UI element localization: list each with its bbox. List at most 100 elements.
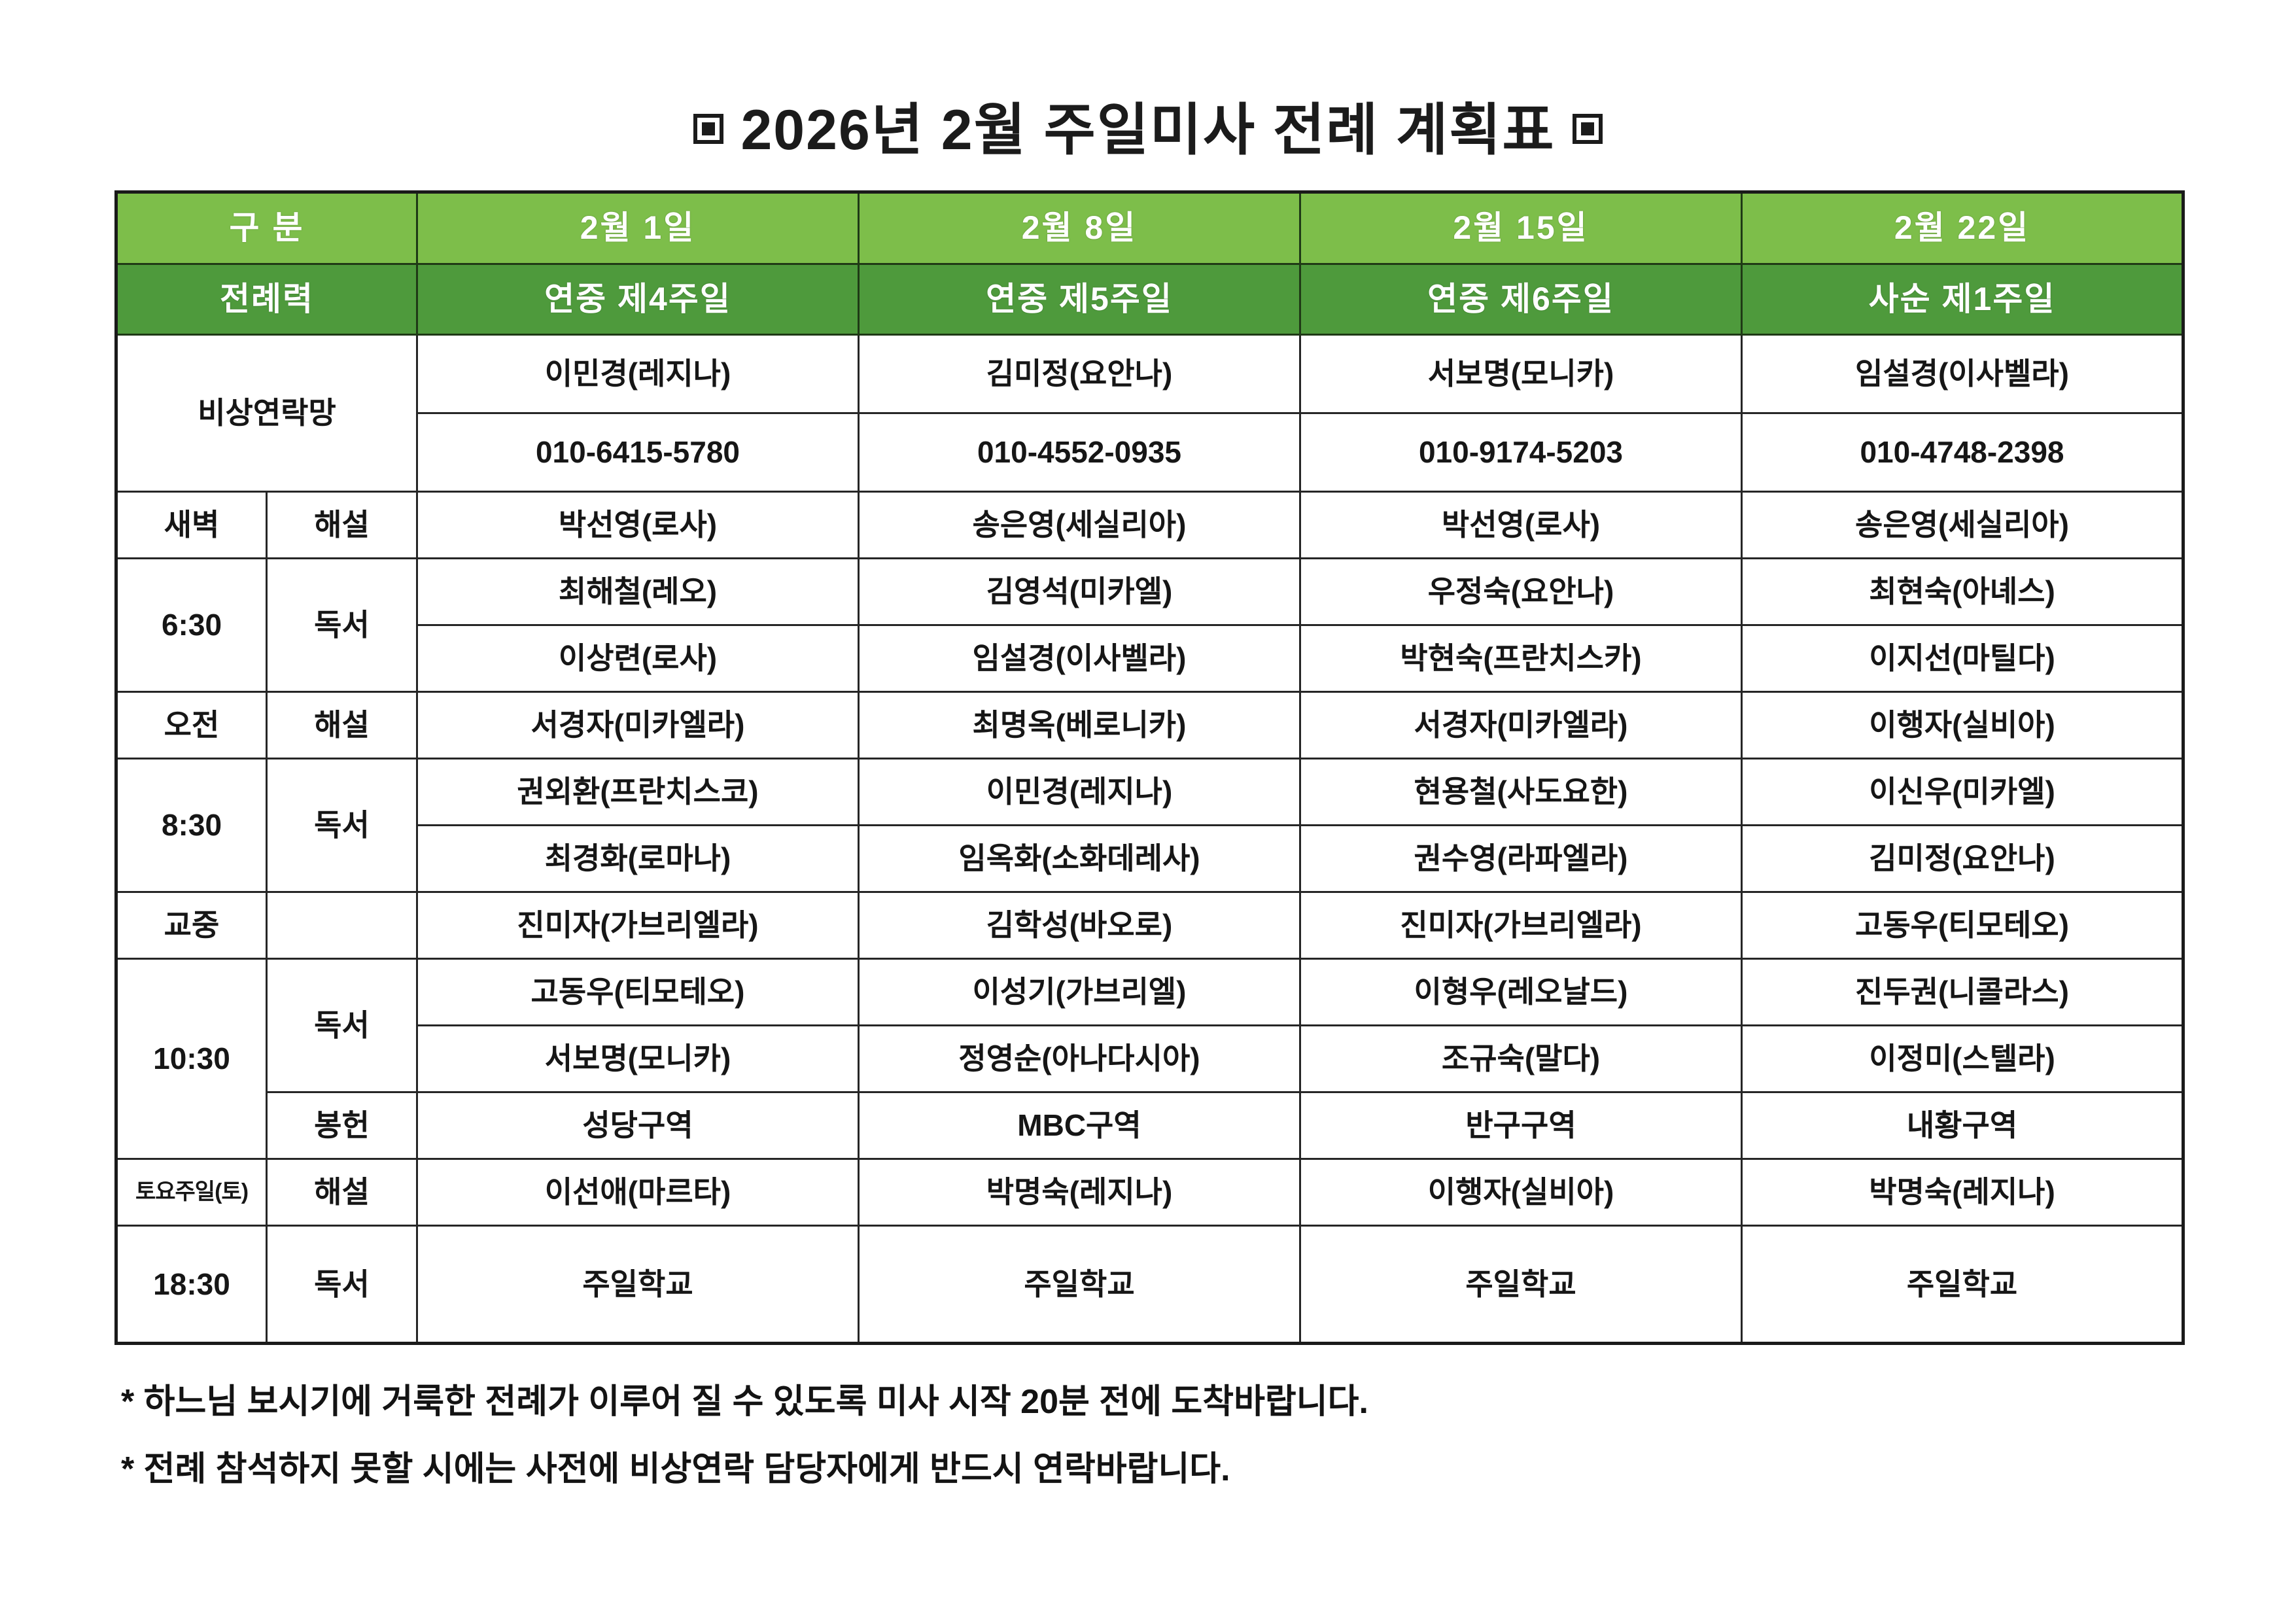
header-liturgical-3: 연중 제6주일 bbox=[1299, 263, 1743, 336]
cell-value: 조규숙(말다) bbox=[1299, 1024, 1743, 1093]
cell-value: 정영순(아나다시아) bbox=[858, 1024, 1301, 1093]
page-title-text: 2026년 2월 주일미사 전례 계획표 bbox=[740, 99, 1556, 162]
emergency-name-3: 서보명(모니카) bbox=[1299, 334, 1743, 414]
liturgy-schedule-table: 구 분 2월 1일 2월 8일 2월 15일 2월 22일 전례력 연중 제4주… bbox=[114, 190, 2185, 1345]
cell-value: MBC구역 bbox=[858, 1091, 1301, 1160]
role-label-reading: 독서 bbox=[266, 758, 418, 893]
table-row: 새벽 해설 박선영(로사) 송은영(세실리아) 박선영(로사) 송은영(세실리아… bbox=[115, 491, 2184, 559]
emergency-name-4: 임설경(이사벨라) bbox=[1741, 334, 2184, 414]
page-title: 2026년 2월 주일미사 전례 계획표 bbox=[676, 84, 1619, 166]
cell-value: 이정미(스텔라) bbox=[1741, 1024, 2184, 1093]
header-liturgical-1: 연중 제4주일 bbox=[416, 263, 860, 336]
role-label-commentary: 해설 bbox=[266, 691, 418, 759]
cell-value: 권수영(라파엘라) bbox=[1299, 824, 1743, 893]
page-title-area: 2026년 2월 주일미사 전례 계획표 bbox=[0, 0, 2296, 190]
time-label-dawn: 새벽 bbox=[115, 491, 268, 559]
cell-value: 성당구역 bbox=[416, 1091, 860, 1160]
square-marker-left-icon bbox=[693, 114, 724, 144]
cell-value: 반구구역 bbox=[1299, 1091, 1743, 1160]
cell-value: 박현숙(프란치스카) bbox=[1299, 624, 1743, 693]
role-label-reading: 독서 bbox=[266, 557, 418, 693]
cell-value: 이민경(레지나) bbox=[858, 758, 1301, 826]
table-row: 봉헌 성당구역 MBC구역 반구구역 내황구역 bbox=[116, 1091, 2184, 1160]
time-label-0830: 8:30 bbox=[115, 758, 268, 893]
cell-value: 주일학교 bbox=[858, 1225, 1301, 1344]
table-row: 이상련(로사) 임설경(이사벨라) 박현숙(프란치스카) 이지선(마틸다) bbox=[116, 624, 2184, 693]
cell-value: 우정숙(요안나) bbox=[1299, 557, 1743, 626]
cell-value: 김학성(바오로) bbox=[858, 891, 1301, 960]
time-label-main-mass: 교중 bbox=[115, 891, 268, 960]
square-marker-right-icon bbox=[1572, 114, 1603, 144]
note-absence-contact: * 전례 참석하지 못할 시에는 사전에 비상연락 담당자에게 반드시 연락바랍… bbox=[121, 1450, 1230, 1488]
cell-value: 박명숙(레지나) bbox=[1741, 1158, 2184, 1227]
cell-value: 내황구역 bbox=[1741, 1091, 2184, 1160]
table-row: 교중 진미자(가브리엘라) 김학성(바오로) 진미자(가브리엘라) 고동우(티모… bbox=[115, 891, 2184, 960]
table-row: 최경화(로마나) 임옥화(소화데레사) 권수영(라파엘라) 김미정(요안나) bbox=[116, 824, 2184, 893]
cell-value: 이성기(가브리엘) bbox=[858, 958, 1301, 1026]
emergency-phone-1: 010-6415-5780 bbox=[416, 412, 860, 493]
header-date-1: 2월 1일 bbox=[416, 191, 860, 265]
cell-value: 송은영(세실리아) bbox=[858, 491, 1301, 559]
role-label-empty bbox=[266, 891, 418, 960]
cell-value: 권외환(프란치스코) bbox=[416, 758, 860, 826]
emergency-phone-2: 010-4552-0935 bbox=[858, 412, 1301, 493]
time-label-saturday: 토요주일(토) bbox=[115, 1158, 268, 1227]
header-division: 구 분 bbox=[115, 191, 418, 265]
cell-value: 주일학교 bbox=[1299, 1225, 1743, 1344]
cell-value: 이상련(로사) bbox=[416, 624, 860, 693]
cell-value: 서경자(미카엘라) bbox=[416, 691, 860, 759]
note-arrival-time: * 하느님 보시기에 거룩한 전례가 이루어 질 수 있도록 미사 시작 20분… bbox=[121, 1383, 1368, 1421]
table-row: 오전 해설 서경자(미카엘라) 최명옥(베로니카) 서경자(미카엘라) 이행자(… bbox=[115, 691, 2184, 759]
cell-value: 진미자(가브리엘라) bbox=[416, 891, 860, 960]
cell-value: 서보명(모니카) bbox=[416, 1024, 860, 1093]
emergency-name-2: 김미정(요안나) bbox=[858, 334, 1301, 414]
cell-value: 송은영(세실리아) bbox=[1741, 491, 2184, 559]
cell-value: 이선애(마르타) bbox=[416, 1158, 860, 1227]
role-label-reading: 독서 bbox=[266, 1225, 418, 1344]
cell-value: 이지선(마틸다) bbox=[1741, 624, 2184, 693]
time-label-1030: 10:30 bbox=[115, 958, 268, 1160]
table-row: 10:30 독서 고동우(티모테오) 이성기(가브리엘) 이형우(레오날드) 진… bbox=[115, 958, 2184, 1160]
table-row: 18:30 독서 주일학교 주일학교 주일학교 주일학교 bbox=[115, 1225, 2184, 1344]
cell-value: 박선영(로사) bbox=[416, 491, 860, 559]
emergency-name-1: 이민경(레지나) bbox=[416, 334, 860, 414]
header-date-2: 2월 8일 bbox=[858, 191, 1301, 265]
header-liturgical-4: 사순 제1주일 bbox=[1741, 263, 2184, 336]
cell-value: 최경화(로마나) bbox=[416, 824, 860, 893]
role-label-commentary: 해설 bbox=[266, 1158, 418, 1227]
cell-value: 이행자(실비아) bbox=[1299, 1158, 1743, 1227]
footer-notes: * 하느님 보시기에 거룩한 전례가 이루어 질 수 있도록 미사 시작 20분… bbox=[114, 1345, 2182, 1499]
header-liturgical-2: 연중 제5주일 bbox=[858, 263, 1301, 336]
header-date-3: 2월 15일 bbox=[1299, 191, 1743, 265]
time-label-morning: 오전 bbox=[115, 691, 268, 759]
cell-value: 박명숙(레지나) bbox=[858, 1158, 1301, 1227]
table-row: 6:30 독서 최해철(레오) 김영석(미카엘) 우정숙(요안나) 최현숙(아녜… bbox=[115, 557, 2184, 693]
cell-value: 주일학교 bbox=[1741, 1225, 2184, 1344]
table-row: 서보명(모니카) 정영순(아나다시아) 조규숙(말다) 이정미(스텔라) bbox=[116, 1024, 2184, 1093]
cell-value: 김영석(미카엘) bbox=[858, 557, 1301, 626]
cell-value: 박선영(로사) bbox=[1299, 491, 1743, 559]
table-row-emergency-names: 비상연락망 이민경(레지나) 김미정(요안나) 서보명(모니카) 임설경(이사벨… bbox=[115, 334, 2184, 493]
cell-value: 임설경(이사벨라) bbox=[858, 624, 1301, 693]
cell-value: 진두권(니콜라스) bbox=[1741, 958, 2184, 1026]
header-liturgical-label: 전례력 bbox=[115, 263, 418, 336]
table-row: 토요주일(토) 해설 이선애(마르타) 박명숙(레지나) 이행자(실비아) 박명… bbox=[115, 1158, 2184, 1227]
cell-value: 임옥화(소화데레사) bbox=[858, 824, 1301, 893]
time-label-0630: 6:30 bbox=[115, 557, 268, 693]
table-row: 8:30 독서 권외환(프란치스코) 이민경(레지나) 현용철(사도요한) 이신… bbox=[115, 758, 2184, 893]
header-date-4: 2월 22일 bbox=[1741, 191, 2184, 265]
cell-value: 김미정(요안나) bbox=[1741, 824, 2184, 893]
cell-value: 최명옥(베로니카) bbox=[858, 691, 1301, 759]
cell-value: 주일학교 bbox=[416, 1225, 860, 1344]
emergency-phone-3: 010-9174-5203 bbox=[1299, 412, 1743, 493]
cell-value: 최현숙(아녜스) bbox=[1741, 557, 2184, 626]
cell-value: 진미자(가브리엘라) bbox=[1299, 891, 1743, 960]
cell-value: 현용철(사도요한) bbox=[1299, 758, 1743, 826]
role-label-reading: 독서 bbox=[266, 958, 418, 1093]
cell-value: 이행자(실비아) bbox=[1741, 691, 2184, 759]
table-header-liturgical-calendar: 전례력 연중 제4주일 연중 제5주일 연중 제6주일 사순 제1주일 bbox=[115, 263, 2184, 336]
role-label-offering: 봉헌 bbox=[266, 1091, 418, 1160]
cell-value: 최해철(레오) bbox=[416, 557, 860, 626]
role-label-commentary: 해설 bbox=[266, 491, 418, 559]
